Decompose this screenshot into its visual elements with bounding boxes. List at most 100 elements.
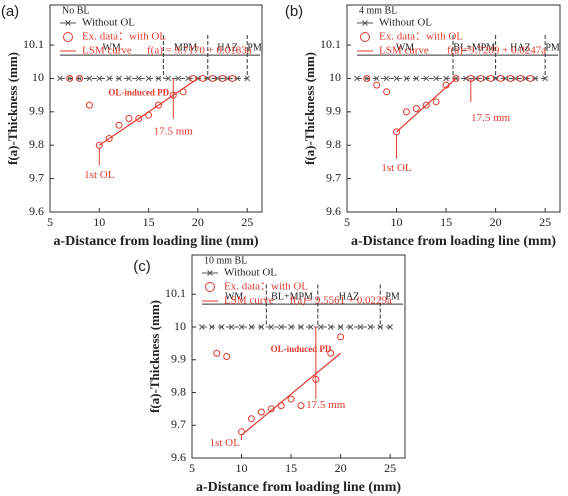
x-marker bbox=[482, 75, 489, 82]
x-tick-label: 5 bbox=[47, 215, 53, 229]
data-point bbox=[135, 115, 143, 123]
data-point bbox=[487, 74, 495, 82]
x-marker bbox=[472, 75, 479, 82]
legend-label: Ex. data：with OL bbox=[379, 31, 463, 43]
x-marker bbox=[377, 324, 384, 330]
x-marker bbox=[502, 75, 509, 82]
data-point bbox=[422, 101, 430, 109]
x-marker bbox=[66, 75, 73, 82]
x-marker bbox=[443, 75, 449, 82]
x-marker bbox=[208, 324, 215, 330]
panel-label: (a) bbox=[1, 3, 19, 20]
data-point bbox=[516, 74, 524, 82]
data-point bbox=[219, 74, 227, 82]
data-point bbox=[228, 74, 236, 82]
data-point bbox=[432, 98, 440, 106]
x-marker bbox=[218, 324, 225, 330]
y-tick-label: 9.8 bbox=[326, 137, 341, 151]
x-marker bbox=[244, 75, 251, 82]
y-tick-label: 9.8 bbox=[29, 137, 44, 151]
legend-key bbox=[63, 32, 73, 42]
x-marker bbox=[327, 324, 334, 330]
fit-formula: f(a) = 9.7170 + 0.0183a bbox=[147, 45, 252, 57]
panel-title: 10 mm BL bbox=[204, 255, 247, 266]
x-marker bbox=[383, 75, 390, 82]
x-marker bbox=[228, 324, 235, 330]
annotation: 17.5 mm bbox=[154, 125, 194, 137]
x-marker bbox=[387, 324, 393, 330]
x-tick-label: 20 bbox=[335, 461, 347, 475]
data-point bbox=[247, 415, 255, 423]
zone-label: MPM bbox=[174, 42, 197, 53]
x-marker bbox=[214, 75, 221, 82]
legend-label: Without OL bbox=[224, 267, 277, 279]
fit-line bbox=[396, 78, 457, 133]
data-point bbox=[76, 74, 84, 82]
annotation: 1st OL bbox=[210, 437, 241, 449]
plot-frame bbox=[49, 4, 263, 213]
annotation: 17.5 mm bbox=[306, 399, 346, 411]
zone-label: HAZ bbox=[217, 42, 238, 53]
legend-key bbox=[360, 32, 370, 42]
x-marker bbox=[288, 324, 294, 330]
x-tick-label: 20 bbox=[490, 215, 502, 229]
x-tick-label: 25 bbox=[241, 215, 253, 229]
y-tick-label: 10 bbox=[329, 70, 341, 84]
x-marker bbox=[512, 75, 519, 82]
zone-label: PM bbox=[247, 42, 262, 53]
y-tick-label: 9.7 bbox=[29, 170, 44, 184]
zone-label: HAZ bbox=[339, 291, 360, 302]
x-marker bbox=[224, 75, 231, 82]
x-marker bbox=[155, 75, 162, 82]
data-point bbox=[213, 349, 221, 357]
zone-label: WM bbox=[102, 42, 120, 53]
legend-key bbox=[202, 270, 218, 276]
x-marker bbox=[347, 324, 354, 330]
x-marker bbox=[248, 324, 255, 330]
data-point bbox=[223, 353, 231, 360]
data-point bbox=[373, 81, 381, 89]
x-marker bbox=[367, 324, 374, 330]
legend-label: LSM curve bbox=[224, 295, 274, 307]
panel-label: (c) bbox=[133, 258, 151, 275]
legend-label: Ex. data：with OL bbox=[82, 31, 166, 43]
x-marker bbox=[57, 75, 63, 82]
x-tick-label: 10 bbox=[236, 461, 248, 475]
zone-label: HAZ bbox=[510, 42, 531, 53]
fit-line bbox=[241, 352, 341, 436]
data-point bbox=[402, 108, 410, 116]
x-marker bbox=[116, 75, 122, 82]
x-marker bbox=[145, 75, 152, 82]
x-axis-label: a-Distance from loading line (mm) bbox=[351, 234, 556, 249]
x-marker bbox=[175, 75, 182, 82]
x-tick-label: 25 bbox=[539, 215, 551, 229]
x-marker bbox=[199, 324, 205, 330]
x-tick-label: 10 bbox=[93, 215, 105, 229]
legend-key bbox=[60, 20, 76, 26]
data-point bbox=[199, 74, 207, 82]
x-marker bbox=[106, 75, 113, 82]
y-tick-label: 9.6 bbox=[326, 204, 341, 218]
data-point bbox=[526, 74, 534, 82]
legend-label: Without OL bbox=[379, 17, 432, 29]
y-tick-label: 9.9 bbox=[171, 352, 186, 366]
data-point bbox=[393, 128, 401, 136]
x-marker bbox=[317, 324, 324, 330]
x-marker bbox=[373, 75, 380, 82]
zone-label: WM bbox=[225, 291, 243, 302]
y-tick-label: 9.8 bbox=[171, 384, 186, 398]
annotation: 1st OL bbox=[381, 162, 412, 174]
data-point bbox=[337, 333, 345, 341]
x-marker bbox=[542, 75, 548, 82]
x-marker bbox=[463, 75, 469, 82]
x-marker bbox=[135, 75, 142, 82]
zone-label: BL+MPM bbox=[453, 42, 495, 53]
annotation: 17.5 mm bbox=[471, 112, 511, 124]
data-point bbox=[85, 101, 93, 109]
x-marker bbox=[433, 75, 440, 82]
data-point bbox=[297, 402, 305, 410]
x-tick-label: 20 bbox=[192, 215, 204, 229]
x-tick-label: 10 bbox=[391, 215, 403, 229]
y-tick-label: 9.7 bbox=[171, 417, 186, 431]
